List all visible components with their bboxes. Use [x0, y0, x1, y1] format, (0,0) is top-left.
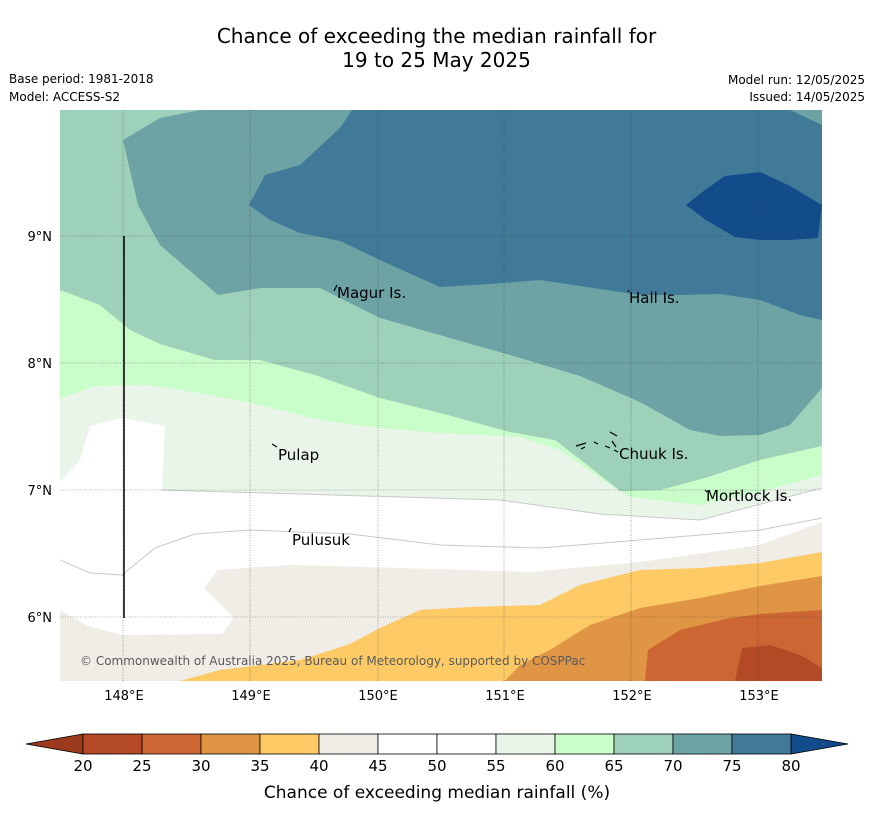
lat-label: 8°N — [28, 357, 53, 372]
lat-label: 9°N — [28, 230, 53, 245]
colorbar-tick-label: 60 — [545, 757, 564, 775]
model-name: Model: ACCESS-S2 — [9, 90, 121, 104]
colorbar-tick-label: 35 — [250, 757, 269, 775]
place-label-chuuk: Chuuk Is. — [619, 445, 688, 463]
lon-label: 151°E — [485, 689, 525, 704]
colorbar-segment — [200, 733, 261, 755]
colorbar-tick-label: 70 — [663, 757, 682, 775]
colorbar-tick-label: 30 — [191, 757, 210, 775]
lon-label: 148°E — [104, 689, 144, 704]
region-over-80 — [686, 172, 822, 240]
rainfall-map — [60, 110, 822, 681]
colorbar-label: Chance of exceeding median rainfall (%) — [264, 783, 610, 803]
colorbar-segment — [141, 733, 202, 755]
colorbar: 20 25 30 35 40 45 50 55 60 65 70 75 80 — [25, 733, 849, 775]
colorbar-segment — [731, 733, 792, 755]
colorbar-under-arrow — [25, 733, 84, 755]
lon-label: 153°E — [739, 689, 779, 704]
graticule — [60, 110, 822, 681]
map-title-line2: 19 to 25 May 2025 — [342, 48, 531, 72]
copyright-notice: © Commonwealth of Australia 2025, Bureau… — [80, 654, 586, 668]
colorbar-over-arrow — [790, 733, 849, 755]
place-labels: Magur Is. Hall Is. Pulap Chuuk Is. Mortl… — [278, 284, 792, 549]
region-20-25 — [735, 645, 822, 681]
colorbar-tick-label: 50 — [427, 757, 446, 775]
map-title-line1: Chance of exceeding the median rainfall … — [216, 24, 657, 48]
colorbar-segment — [613, 733, 674, 755]
colorbar-tick-label: 25 — [132, 757, 151, 775]
colorbar-segment — [259, 733, 320, 755]
place-label-mortlock: Mortlock Is. — [706, 487, 792, 505]
latitude-labels: 9°N 8°N 7°N 6°N — [28, 230, 53, 626]
lon-label: 150°E — [358, 689, 398, 704]
lon-label: 149°E — [231, 689, 271, 704]
colorbar-segment — [436, 733, 497, 755]
place-label-magur: Magur Is. — [337, 284, 406, 302]
issued-date: Issued: 14/05/2025 — [749, 90, 865, 104]
colorbar-segment — [82, 733, 143, 755]
place-label-hall: Hall Is. — [629, 289, 680, 307]
lat-label: 7°N — [28, 484, 53, 499]
base-period: Base period: 1981-2018 — [9, 72, 154, 86]
colorbar-tick-label: 40 — [309, 757, 328, 775]
place-label-pulap: Pulap — [278, 446, 319, 464]
colorbar-segment — [377, 733, 438, 755]
colorbar-tick-label: 80 — [781, 757, 800, 775]
longitude-labels: 148°E 149°E 150°E 151°E 152°E 153°E — [104, 689, 779, 704]
contour-lines — [60, 487, 822, 576]
lat-label: 6°N — [28, 611, 53, 626]
place-label-pulusuk: Pulusuk — [292, 531, 350, 549]
island-markers — [271, 284, 708, 533]
lon-label: 152°E — [612, 689, 652, 704]
colorbar-tick-label: 20 — [73, 757, 92, 775]
colorbar-segment — [318, 733, 379, 755]
colorbar-tick-label: 45 — [368, 757, 387, 775]
colorbar-tick-label: 55 — [486, 757, 505, 775]
colorbar-tick-label: 65 — [604, 757, 623, 775]
model-run: Model run: 12/05/2025 — [727, 73, 865, 87]
region-75-80 — [249, 110, 822, 320]
colorbar-segment — [672, 733, 733, 755]
colorbar-segment — [554, 733, 615, 755]
colorbar-tick-label: 75 — [722, 757, 741, 775]
colorbar-segment — [495, 733, 556, 755]
